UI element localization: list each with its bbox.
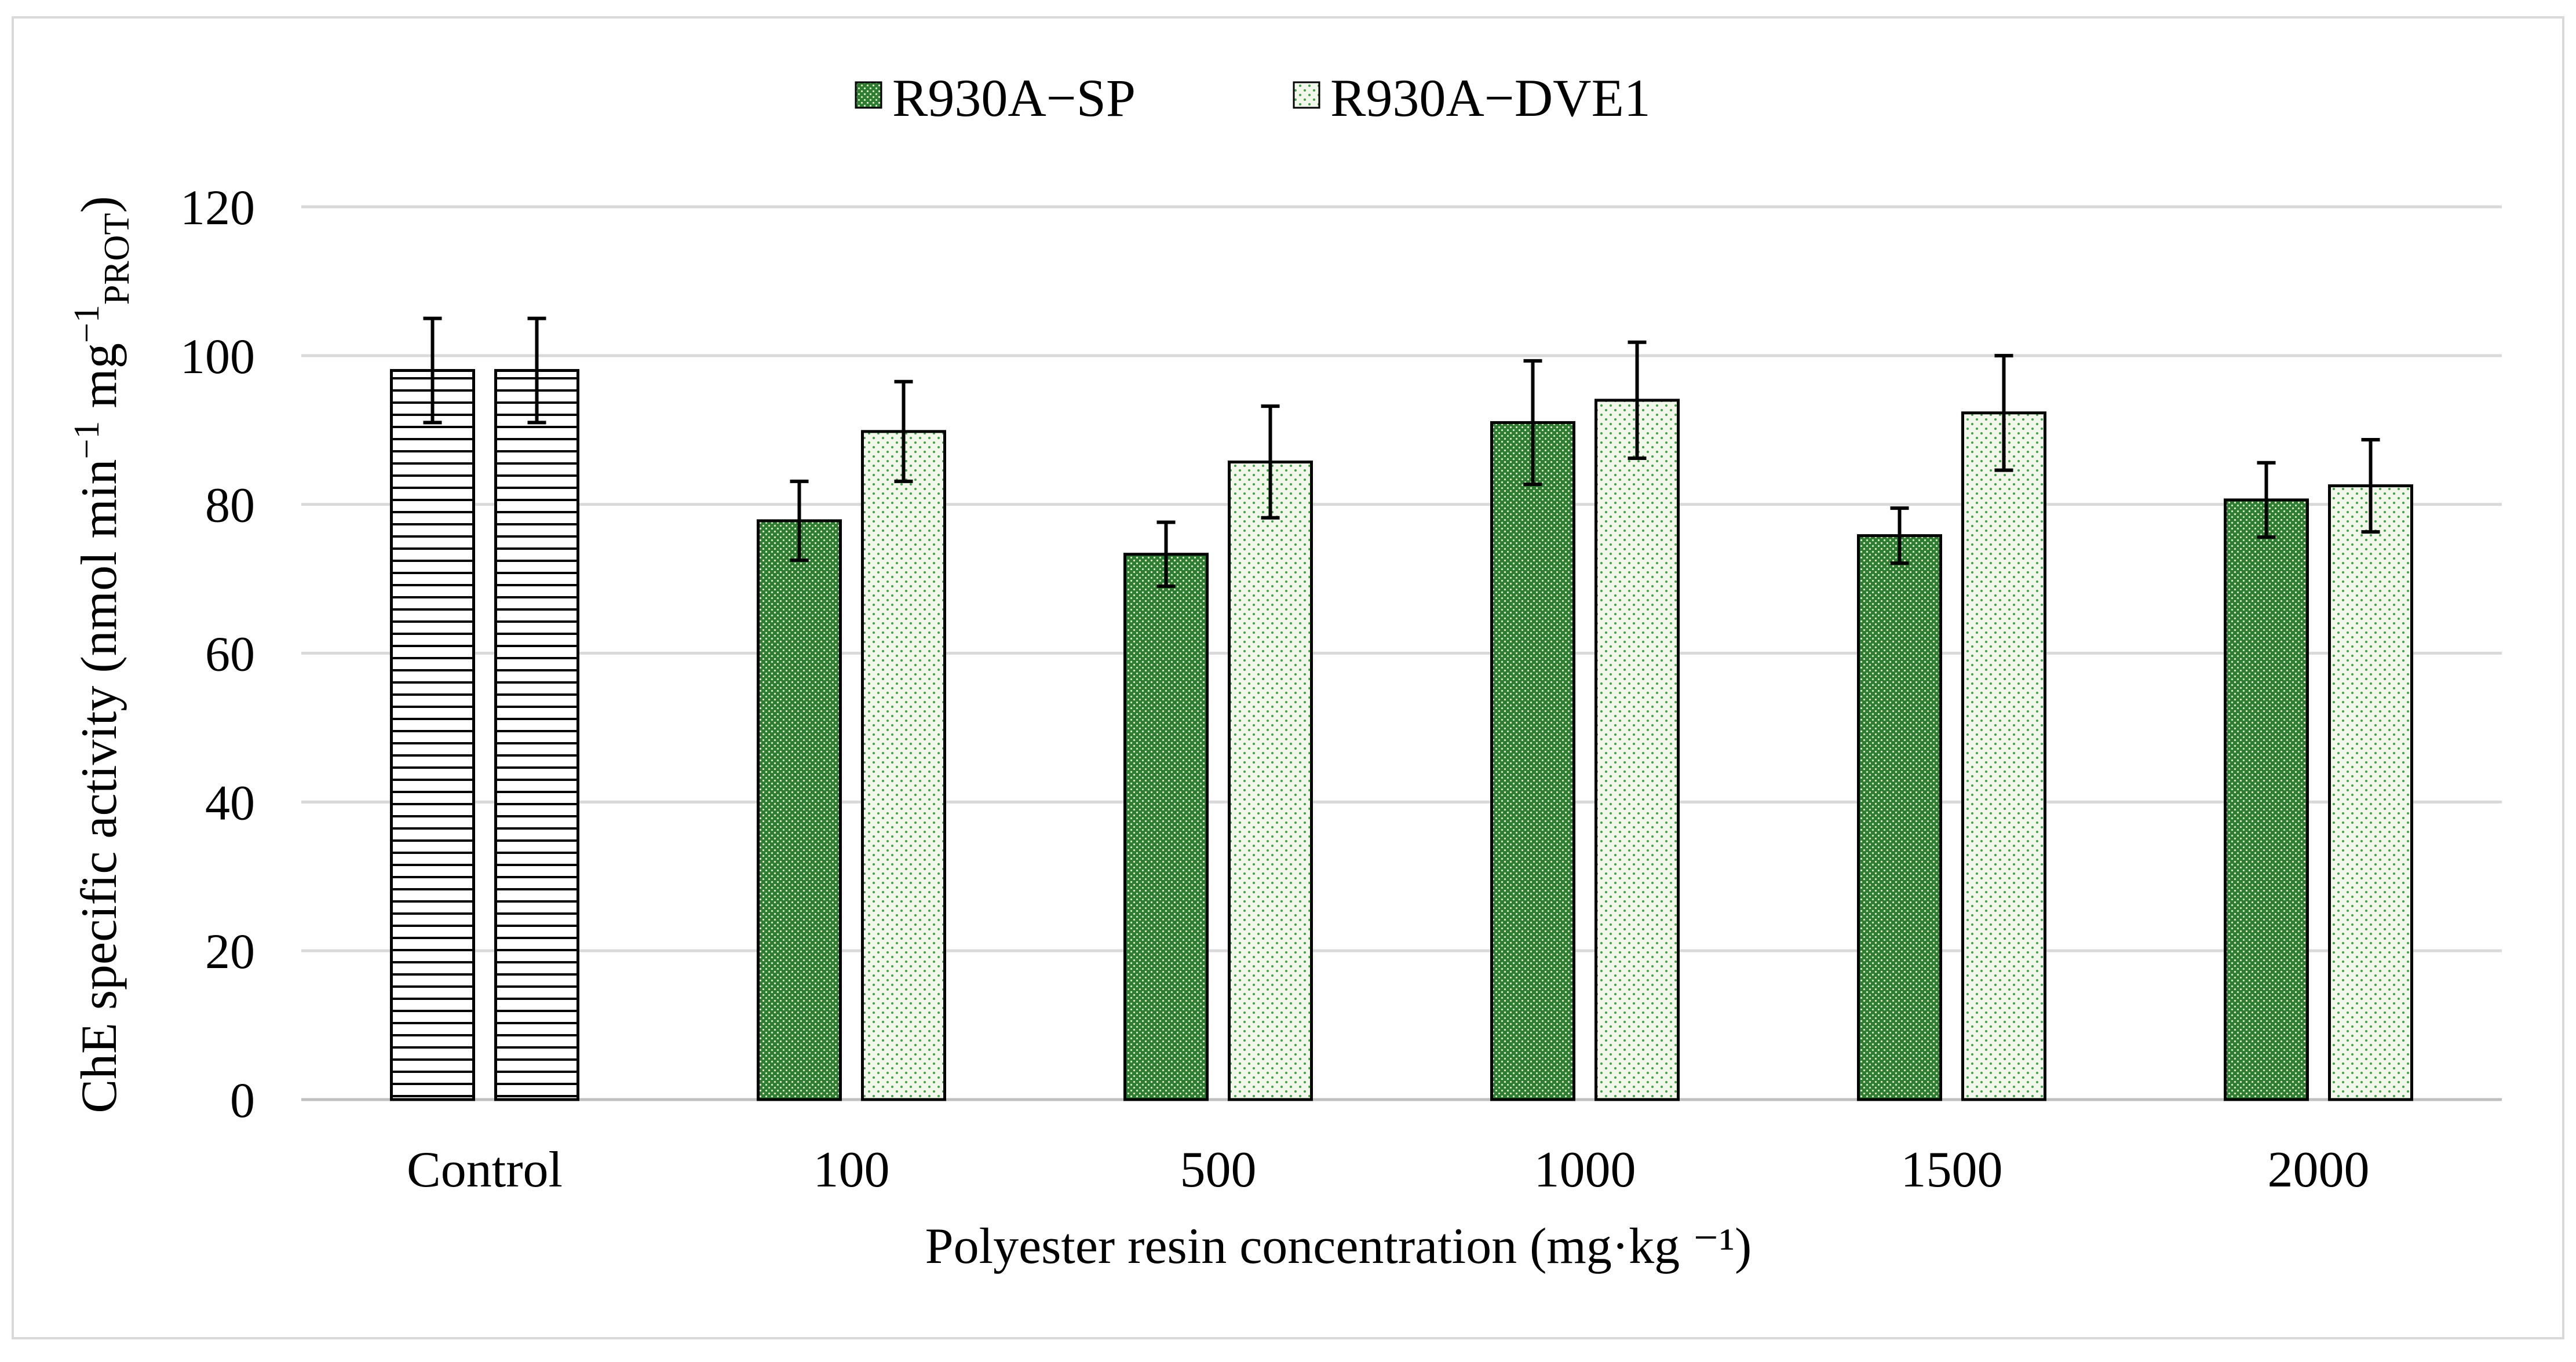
bar-r930a-dve1-2000	[2328, 484, 2413, 1101]
error-bar	[894, 379, 913, 483]
y-tick-labels: 0 20 40 60 80 100 120	[180, 180, 255, 1128]
y-axis-title-mid: mg	[71, 343, 127, 421]
bar-r930a-dve1-1500	[1961, 411, 2046, 1101]
bar-r930a-dve1-100	[861, 430, 946, 1101]
legend-swatch-r930a-dve1	[1293, 81, 1320, 109]
error-bar	[527, 316, 546, 425]
y-tick-label: 20	[205, 923, 255, 979]
y-tick-label: 100	[180, 328, 255, 384]
legend-swatch-r930a-sp	[855, 81, 882, 109]
error-bar	[2257, 461, 2276, 539]
y-axis-title-main: ChE specific activity (nmol min	[71, 459, 127, 1113]
y-tick-label: 60	[205, 626, 255, 682]
y-axis-title-sup2: −1	[67, 305, 107, 343]
x-tick-label: 500	[1180, 1142, 1257, 1198]
legend-label-r930a-sp: R930A−SP	[892, 68, 1136, 127]
error-bar	[1261, 404, 1280, 520]
x-tick-label: 2000	[2268, 1142, 2370, 1198]
bar-r930a-sp-500	[1123, 553, 1209, 1101]
y-tick-label: 80	[205, 477, 255, 533]
bar-r930a-sp-1000	[1490, 421, 1575, 1101]
x-tick-label: 100	[813, 1142, 890, 1198]
error-bar	[1523, 359, 1542, 486]
x-tick-label: 1500	[1901, 1142, 2003, 1198]
error-bar	[790, 479, 809, 562]
x-tick-labels: Control 100 500 1000 1500 2000	[407, 1142, 2369, 1198]
bar-r930a-sp-1500	[1857, 534, 1942, 1101]
y-axis-title-end: )	[71, 196, 127, 213]
y-tick-label: 0	[230, 1072, 255, 1128]
x-tick-label: 1000	[1534, 1142, 1636, 1198]
y-axis-title-sub: PROT	[97, 213, 137, 305]
bar-r930a-dve1-1000	[1595, 399, 1680, 1101]
error-bar	[1156, 520, 1176, 588]
bars	[390, 369, 2413, 1101]
bar-r930a-sp-2000	[2224, 498, 2309, 1101]
error-bar	[423, 316, 442, 425]
bar-r930a-dve1-500	[1228, 460, 1313, 1101]
error-bars	[423, 316, 2380, 588]
y-tick-label: 40	[205, 775, 255, 830]
y-axis-title-sup1: −1	[67, 421, 107, 459]
y-axis-title: ChE specific activity (nmol min−1 mg−1PR…	[67, 196, 137, 1113]
legend: R930A−SP R930A−DVE1	[855, 68, 1651, 127]
error-bar	[2361, 437, 2380, 534]
x-axis-title: Polyester resin concentration (mg·kg ⁻¹)	[925, 1218, 1752, 1275]
error-bar	[1890, 506, 1909, 565]
y-tick-label: 120	[180, 180, 255, 235]
legend-label-r930a-dve1: R930A−DVE1	[1330, 68, 1651, 127]
bar-r930a-sp-control	[390, 369, 475, 1101]
x-tick-label: Control	[407, 1142, 563, 1198]
grid-lines	[301, 205, 2502, 1101]
bar-r930a-sp-100	[757, 519, 842, 1101]
bar-r930a-dve1-control	[494, 369, 579, 1101]
error-bar	[1994, 353, 2013, 472]
error-bar	[1628, 340, 1647, 461]
